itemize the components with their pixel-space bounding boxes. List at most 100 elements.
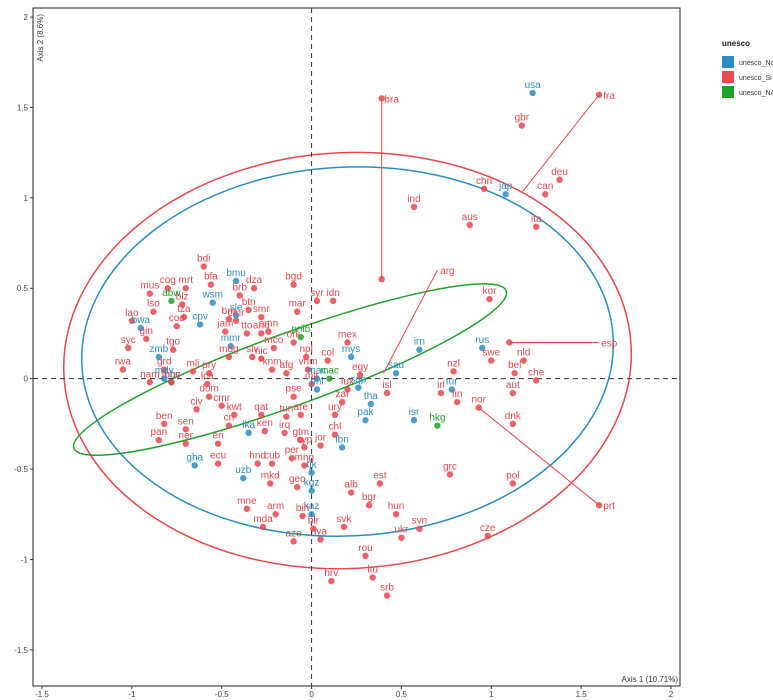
label-cri: cri bbox=[224, 413, 235, 424]
point-lux bbox=[344, 386, 351, 393]
vector-label-prt: prt bbox=[603, 501, 615, 512]
ellipse-unesco_Si bbox=[62, 151, 633, 570]
label-sle: sle bbox=[230, 302, 243, 313]
point-col bbox=[324, 357, 331, 364]
label-kgz: kgz bbox=[304, 478, 320, 489]
point-moz bbox=[168, 379, 175, 386]
label-cmr: cmr bbox=[228, 308, 245, 319]
point-syr bbox=[313, 297, 321, 305]
label-leader-lines bbox=[381, 94, 600, 506]
label-wsm: wsm bbox=[201, 290, 223, 301]
label-tto: tto bbox=[241, 320, 253, 331]
point-mkd bbox=[267, 480, 274, 487]
point-mus bbox=[146, 290, 154, 297]
point-vnm bbox=[304, 366, 312, 373]
point-afg bbox=[283, 370, 290, 377]
point-cri bbox=[225, 422, 233, 429]
label-mdv: mdv bbox=[155, 366, 174, 377]
point-srb bbox=[383, 592, 391, 599]
x-tick-label: -1.5 bbox=[35, 690, 49, 699]
legend-swatch-unesco_NA bbox=[722, 86, 734, 98]
label-phl: phl bbox=[310, 376, 323, 387]
point-pol bbox=[509, 480, 517, 487]
legend-title: unesco bbox=[722, 39, 750, 48]
point-bmu bbox=[232, 277, 240, 285]
data-points bbox=[119, 89, 603, 599]
point-pry bbox=[205, 370, 213, 377]
point-ner bbox=[182, 440, 189, 447]
label-tza: tza bbox=[177, 304, 191, 315]
label-jam: jam bbox=[216, 319, 233, 330]
label-nam: nam bbox=[140, 369, 159, 380]
plot-border bbox=[32, 7, 681, 687]
point-qat bbox=[258, 411, 265, 418]
point-kwt bbox=[231, 411, 238, 418]
label-bwa: bwa bbox=[132, 315, 151, 326]
point-chn bbox=[480, 185, 488, 192]
label-pse: pse bbox=[286, 384, 303, 395]
y-tick-label: -1 bbox=[21, 555, 29, 564]
point-tto bbox=[243, 330, 251, 337]
vector-label-fra: fra bbox=[603, 91, 615, 102]
point-smr bbox=[258, 313, 265, 321]
label-gtm: gtm bbox=[292, 427, 309, 438]
point-hnd bbox=[254, 460, 261, 467]
point-npl bbox=[302, 353, 310, 361]
label-ner: ner bbox=[179, 431, 194, 442]
label-dom: dom bbox=[199, 384, 218, 395]
label-blz: blz bbox=[176, 292, 189, 303]
label-moz: moz bbox=[162, 369, 181, 380]
point-isl bbox=[383, 389, 391, 397]
point-blr bbox=[310, 525, 317, 532]
label-lka: lka bbox=[242, 420, 255, 431]
label-swe: swe bbox=[482, 348, 500, 359]
point-ind bbox=[410, 203, 418, 211]
label-brb: brb bbox=[232, 282, 247, 293]
point-svk bbox=[340, 523, 348, 531]
point-ken bbox=[261, 427, 269, 435]
label-mmr: mmr bbox=[221, 333, 242, 344]
label-per: per bbox=[285, 445, 300, 456]
label-tun: tun bbox=[279, 404, 293, 415]
point-per bbox=[288, 454, 295, 462]
point-gbr bbox=[518, 122, 526, 129]
label-mys: mys bbox=[342, 344, 360, 355]
label-ury: ury bbox=[328, 402, 342, 413]
point-mac bbox=[313, 375, 321, 382]
point-kgz bbox=[308, 487, 315, 494]
legend: unesco unesco_No unesco_Si unesco_NA bbox=[722, 39, 773, 98]
label-ecu: ecu bbox=[210, 451, 226, 462]
point-pak bbox=[362, 417, 369, 424]
label-gha: gha bbox=[186, 452, 203, 463]
label-dza: dza bbox=[246, 275, 263, 286]
point-hrv bbox=[328, 577, 335, 585]
label-cze: cze bbox=[480, 523, 496, 534]
y-tick-label: -1.5 bbox=[14, 646, 28, 655]
label-mus: mus bbox=[140, 281, 159, 292]
point-mys bbox=[347, 353, 355, 361]
point-bra bbox=[378, 95, 385, 102]
label-isl: isl bbox=[382, 380, 391, 391]
label-mar: mar bbox=[289, 299, 307, 310]
point-bih bbox=[299, 512, 306, 520]
point-nic bbox=[258, 355, 265, 362]
label-npl: npl bbox=[299, 344, 312, 355]
label-tur: tur bbox=[446, 376, 458, 387]
point-sen bbox=[182, 426, 189, 433]
point-irq bbox=[281, 429, 288, 437]
x-axis-ticks: -1.5 -1 -0.5 0 0.5 1 1.5 2 bbox=[35, 686, 674, 699]
label-mac: mac bbox=[308, 366, 327, 377]
point-ben bbox=[160, 420, 168, 428]
x-tick-label: 1.5 bbox=[576, 690, 588, 699]
label-bfa: bfa bbox=[204, 272, 218, 283]
point-knm bbox=[268, 366, 276, 373]
point-ita bbox=[533, 223, 540, 230]
point-irn bbox=[416, 346, 423, 353]
point-ltu bbox=[369, 574, 376, 581]
point-sau bbox=[392, 370, 400, 377]
plot-area bbox=[32, 7, 681, 687]
label-aze: aze bbox=[286, 528, 303, 539]
label-gbr: gbr bbox=[515, 113, 530, 124]
point-alb bbox=[347, 489, 355, 496]
label-pak: pak bbox=[357, 407, 374, 418]
